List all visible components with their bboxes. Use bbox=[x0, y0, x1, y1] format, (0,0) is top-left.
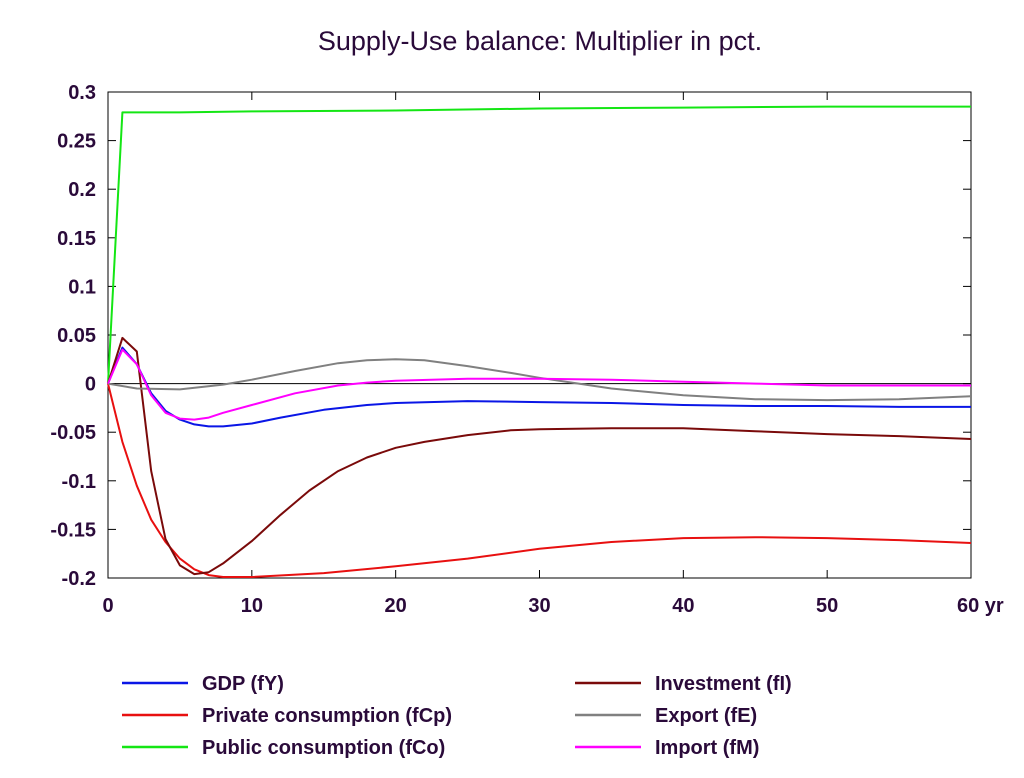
series-line-1 bbox=[107, 383, 972, 578]
legend-label: Export (fE) bbox=[655, 705, 757, 727]
y-tick-label: 0.1 bbox=[68, 276, 96, 298]
legend: GDP (fY) Private consumption (fCp) Public … bbox=[122, 673, 792, 759]
y-tick-label: -0.05 bbox=[50, 422, 96, 444]
legend-label: Public consumption (fCo) bbox=[202, 737, 445, 759]
series-line-0 bbox=[107, 346, 971, 428]
y-tick-label: 0.25 bbox=[57, 131, 96, 153]
y-axis-ticks: 0.3 0.25 0.2 0.15 0.1 0.05 0 -0.05 -0.1 -0.15 -0.2 bbox=[50, 82, 971, 590]
series-line-5 bbox=[107, 348, 971, 421]
x-tick-label: 40 bbox=[672, 595, 694, 617]
x-axis-ticks: 0 10 20 30 40 50 60 yr bbox=[102, 92, 1004, 617]
series-line-2 bbox=[107, 105, 971, 384]
x-tick-label: 50 bbox=[816, 595, 838, 617]
y-tick-label: 0 bbox=[85, 374, 96, 396]
y-tick-label: 0.3 bbox=[68, 82, 96, 104]
y-tick-label: 0.05 bbox=[57, 325, 96, 347]
plot-area bbox=[107, 91, 972, 579]
legend-label: Private consumption (fCp) bbox=[202, 705, 452, 727]
legend-label: GDP (fY) bbox=[202, 673, 284, 695]
x-tick-label: 30 bbox=[528, 595, 550, 617]
x-tick-label: 60 yr bbox=[957, 595, 1004, 617]
y-tick-label: -0.15 bbox=[50, 519, 96, 541]
series-line-3 bbox=[107, 336, 972, 576]
x-tick-label: 10 bbox=[241, 595, 263, 617]
y-tick-label: 0.15 bbox=[57, 228, 96, 250]
x-tick-label: 0 bbox=[102, 595, 113, 617]
chart-title: Supply-Use balance: Multiplier in pct. bbox=[318, 26, 762, 56]
legend-label: Import (fM) bbox=[655, 737, 759, 759]
y-tick-label: 0.2 bbox=[68, 179, 96, 201]
legend-label: Investment (fI) bbox=[655, 673, 792, 695]
y-tick-label: -0.1 bbox=[62, 471, 96, 493]
series-lines bbox=[107, 105, 972, 578]
y-tick-label: -0.2 bbox=[62, 568, 96, 590]
series-line-4 bbox=[107, 358, 972, 402]
x-tick-label: 20 bbox=[385, 595, 407, 617]
